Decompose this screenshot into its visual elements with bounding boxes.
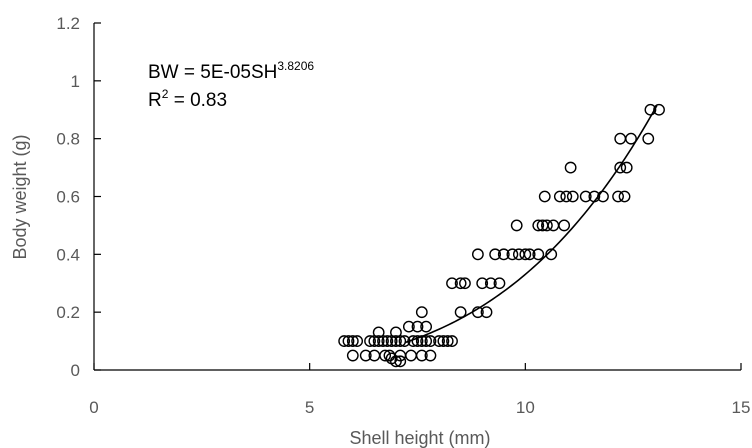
data-point [612,190,624,203]
data-point [411,335,424,347]
data-point [351,335,364,347]
data-point [532,219,545,232]
data-point [523,248,536,261]
data-point [398,335,411,347]
data-point [364,335,376,347]
x-axis-title: Shell height (mm) [349,428,490,448]
x-tick-label: 10 [516,398,535,417]
data-point [614,161,627,174]
y-axis: 0 0.2 0.4 0.6 0.8 1 1.2 [56,14,101,380]
data-point [558,219,571,232]
y-tick-label: 0.2 [56,303,80,322]
data-point [480,306,493,319]
data-point [644,103,657,116]
data-point [620,161,633,174]
data-point [424,349,437,362]
data-point [390,335,402,347]
data-point [532,248,545,261]
data-point [510,219,523,232]
x-tick-label: 5 [305,398,314,417]
y-axis-title: Body weight (g) [10,134,30,259]
data-point [547,219,560,232]
y-tick-label: 0.4 [56,245,80,264]
x-tick-label: 15 [732,398,751,417]
y-tick-label: 0.6 [56,188,80,207]
trendline-path [404,105,658,344]
data-point [405,349,417,362]
data-point [459,277,471,290]
trendline-equation: BW = 5E-05SH3.8206 [148,59,314,83]
data-point [342,335,355,347]
data-point [538,190,551,203]
data-point [625,132,637,145]
data-point [471,248,484,261]
y-tick-label: 0 [71,361,80,380]
data-point [420,335,433,347]
data-point [441,335,454,347]
data-point [420,320,433,333]
data-point [618,190,631,203]
data-point [560,190,573,203]
data-point [553,190,566,203]
x-tick-label: 0 [89,398,98,417]
data-point [407,335,420,347]
data-point [489,248,502,261]
y-tick-label: 1 [71,72,80,91]
data-point [446,277,458,290]
data-point [385,352,398,365]
data-point [642,132,655,145]
data-point [379,349,392,362]
data-points [338,103,665,368]
y-tick-label: 0.8 [56,130,80,149]
data-point [476,277,489,290]
r-squared-label: R2 = 0.83 [148,87,227,111]
data-point [402,320,415,333]
data-point [484,277,497,290]
data-point [437,335,450,347]
data-point [446,335,458,347]
data-point [411,320,424,333]
data-point [519,248,532,261]
data-point [338,335,351,347]
data-point [346,335,359,347]
x-axis: 0 5 10 15 [89,363,750,417]
data-point [372,326,385,339]
data-point [346,349,359,362]
data-point [359,349,372,362]
data-point [653,103,665,116]
data-point [506,248,519,261]
data-point [454,277,467,290]
data-point [564,161,577,174]
data-point [415,349,428,362]
data-point [394,355,407,368]
data-point [579,190,592,203]
data-point [424,335,437,347]
data-point [390,326,402,339]
y-tick-label: 1.2 [56,14,80,33]
data-point [372,335,385,347]
data-point [614,132,627,145]
data-point [541,219,553,232]
data-point [545,248,558,261]
data-point [381,335,394,347]
data-point [471,306,484,319]
data-point [433,335,445,347]
power-trendline [404,105,658,344]
data-point [597,190,609,203]
data-point [415,306,428,319]
data-point [497,248,510,261]
data-point [493,277,506,290]
data-point [415,335,428,347]
data-point [454,306,467,319]
data-point [566,190,579,203]
data-point [588,190,601,203]
